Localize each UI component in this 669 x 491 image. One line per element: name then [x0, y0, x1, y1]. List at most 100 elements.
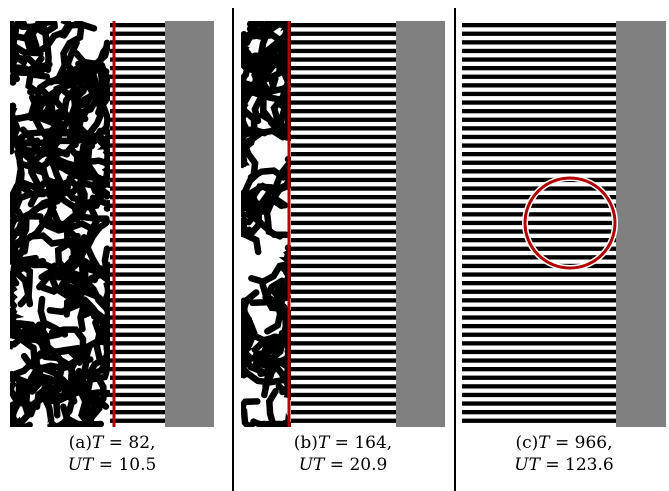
- labyrinth-stroke: [80, 344, 114, 383]
- stripe: [462, 341, 616, 346]
- stripe: [110, 48, 165, 54]
- stripe: [291, 117, 396, 122]
- stripe: [291, 40, 396, 45]
- pattern-image-c: [462, 21, 666, 427]
- caption-c-ut-value: 123.6: [565, 455, 614, 475]
- caption-c: (c)T = 966, UT = 123.6: [514, 433, 614, 475]
- stripe: [110, 332, 165, 337]
- stripe: [462, 272, 616, 277]
- labyrinth-stroke: [251, 53, 273, 101]
- stripe: [462, 160, 616, 165]
- stripe: [462, 40, 616, 45]
- labyrinth-stroke: [84, 91, 111, 146]
- labyrinth-stroke: [241, 30, 257, 61]
- stripe: [462, 315, 616, 320]
- labyrinth-stroke: [95, 39, 111, 102]
- stripe: [110, 186, 165, 191]
- stripe: [110, 238, 165, 243]
- labyrinth-stroke: [41, 353, 97, 408]
- labyrinth-stroke: [262, 338, 285, 390]
- stripe: [110, 324, 165, 329]
- stripe: [110, 410, 165, 415]
- stripe: [462, 177, 616, 183]
- caption-c-label: (c): [515, 433, 539, 453]
- labyrinth-stroke: [10, 405, 33, 427]
- stripe: [291, 281, 396, 286]
- stripe: [110, 100, 165, 105]
- stripe: [291, 143, 396, 148]
- labyrinth-stroke: [58, 21, 73, 39]
- stripe: [462, 358, 616, 363]
- uniform-region: [396, 21, 445, 427]
- labyrinth-stroke: [249, 183, 275, 223]
- labyrinth-stroke: [10, 112, 17, 148]
- labyrinth-stroke: [10, 24, 39, 53]
- labyrinth-stroke: [241, 150, 250, 169]
- stripe: [110, 384, 165, 389]
- labyrinth-stroke: [82, 277, 112, 342]
- stripe: [462, 263, 616, 269]
- stripe: [462, 74, 616, 79]
- caption-a-label: (a): [68, 433, 92, 453]
- stripe: [110, 152, 165, 157]
- stripe: [110, 367, 165, 372]
- stripe: [462, 91, 616, 97]
- labyrinth-stroke: [241, 330, 279, 344]
- stripe-region: [110, 21, 165, 427]
- labyrinth-stroke: [83, 218, 111, 284]
- stripe: [110, 160, 165, 165]
- labyrinth-stroke: [241, 398, 261, 427]
- stripe: [291, 169, 396, 174]
- labyrinth-stroke: [29, 21, 54, 50]
- panel-divider-left: [232, 8, 234, 491]
- labyrinth-stroke: [28, 157, 41, 199]
- stripe: [291, 195, 396, 200]
- stripe: [110, 212, 165, 217]
- stripe: [291, 349, 396, 355]
- labyrinth-stroke: [10, 55, 45, 77]
- stripe: [291, 83, 396, 88]
- stripe: [462, 152, 616, 157]
- labyrinth-stroke: [18, 348, 51, 404]
- stripe: [462, 306, 616, 312]
- stripe: [291, 315, 396, 320]
- stripe: [462, 109, 616, 114]
- stripe: [462, 169, 616, 174]
- stripe: [291, 160, 396, 165]
- stripe: [462, 117, 616, 122]
- stripe: [110, 349, 165, 355]
- labyrinth-stroke: [10, 182, 22, 219]
- labyrinth-stroke: [251, 85, 286, 125]
- stripe: [462, 48, 616, 54]
- stripe: [291, 306, 396, 312]
- stripe: [291, 48, 396, 54]
- stripe: [110, 281, 165, 286]
- caption-c-var: T: [538, 433, 550, 453]
- stripe-region: [462, 21, 616, 427]
- labyrinth-stroke: [268, 21, 295, 33]
- panel-b-image: [241, 21, 445, 427]
- stripe: [110, 91, 165, 97]
- stripe: [462, 212, 616, 217]
- labyrinth-stroke: [10, 332, 39, 350]
- stripe: [291, 358, 396, 363]
- stripe: [110, 298, 165, 303]
- caption-c-ut-var: UT: [514, 455, 540, 475]
- stripe: [462, 401, 616, 406]
- labyrinth-region: [10, 21, 116, 427]
- stripe: [110, 169, 165, 174]
- stripe: [462, 246, 616, 251]
- labyrinth-stroke: [31, 61, 91, 111]
- labyrinth-stroke: [254, 48, 284, 85]
- stripe: [291, 100, 396, 105]
- labyrinth-stroke: [18, 21, 58, 37]
- stripe: [110, 177, 165, 183]
- stripe: [291, 332, 396, 337]
- stripe: [110, 289, 165, 294]
- stripe: [291, 66, 396, 71]
- caption-b-var: T: [317, 433, 330, 453]
- stripe: [291, 324, 396, 329]
- panel-divider-right: [454, 8, 456, 491]
- stripe: [291, 186, 396, 191]
- stripe: [462, 229, 616, 234]
